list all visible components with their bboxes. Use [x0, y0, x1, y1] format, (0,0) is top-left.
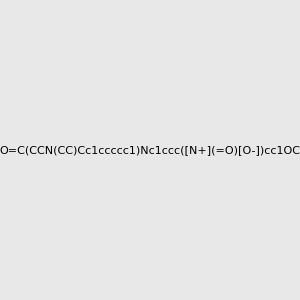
Text: O=C(CCN(CC)Cc1ccccc1)Nc1ccc([N+](=O)[O-])cc1OC: O=C(CCN(CC)Cc1ccccc1)Nc1ccc([N+](=O)[O-]…	[0, 145, 300, 155]
